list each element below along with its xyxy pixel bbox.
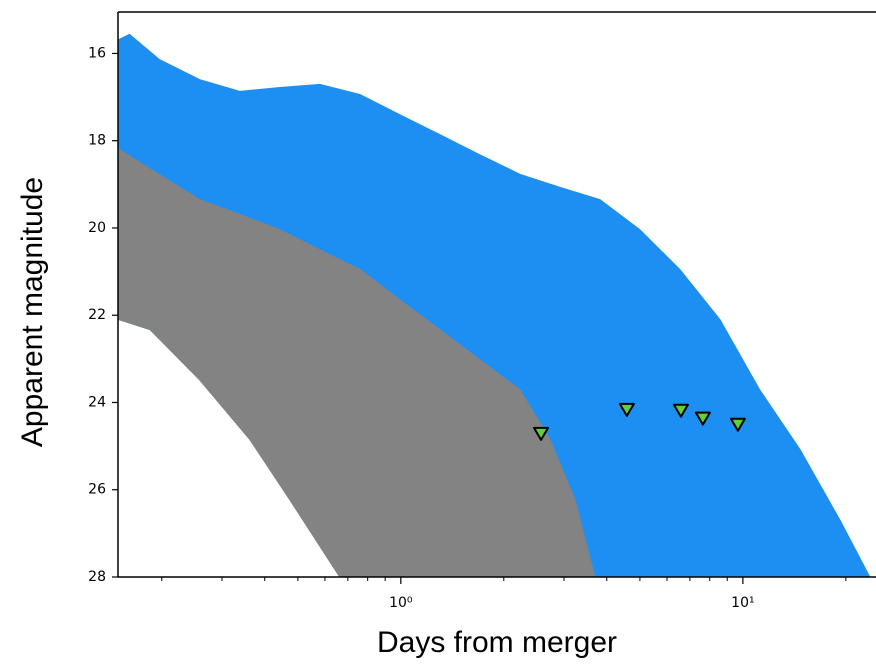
y-tick-label: 28 bbox=[88, 569, 106, 585]
y-tick-label: 20 bbox=[88, 220, 106, 236]
y-tick-label: 22 bbox=[88, 307, 106, 323]
y-axis-label: Apparent magnitude bbox=[16, 177, 49, 447]
x-tick-label: 10⁰ bbox=[389, 595, 413, 611]
y-tick-label: 18 bbox=[88, 133, 106, 149]
y-tick-label: 26 bbox=[88, 482, 106, 498]
x-axis-label: Days from merger bbox=[377, 626, 617, 659]
plot-area bbox=[118, 33, 871, 577]
envelope bbox=[118, 148, 596, 577]
upper-limit-marker bbox=[729, 417, 746, 432]
x-tick-label: 10¹ bbox=[731, 595, 754, 611]
upper-limit-marker bbox=[672, 403, 689, 418]
y-tick-label: 24 bbox=[88, 394, 106, 410]
upper-limit-marker bbox=[694, 411, 711, 426]
upper-limit-marker bbox=[533, 426, 550, 441]
upper-limit-marker bbox=[618, 402, 635, 417]
y-tick-label: 16 bbox=[88, 45, 106, 61]
